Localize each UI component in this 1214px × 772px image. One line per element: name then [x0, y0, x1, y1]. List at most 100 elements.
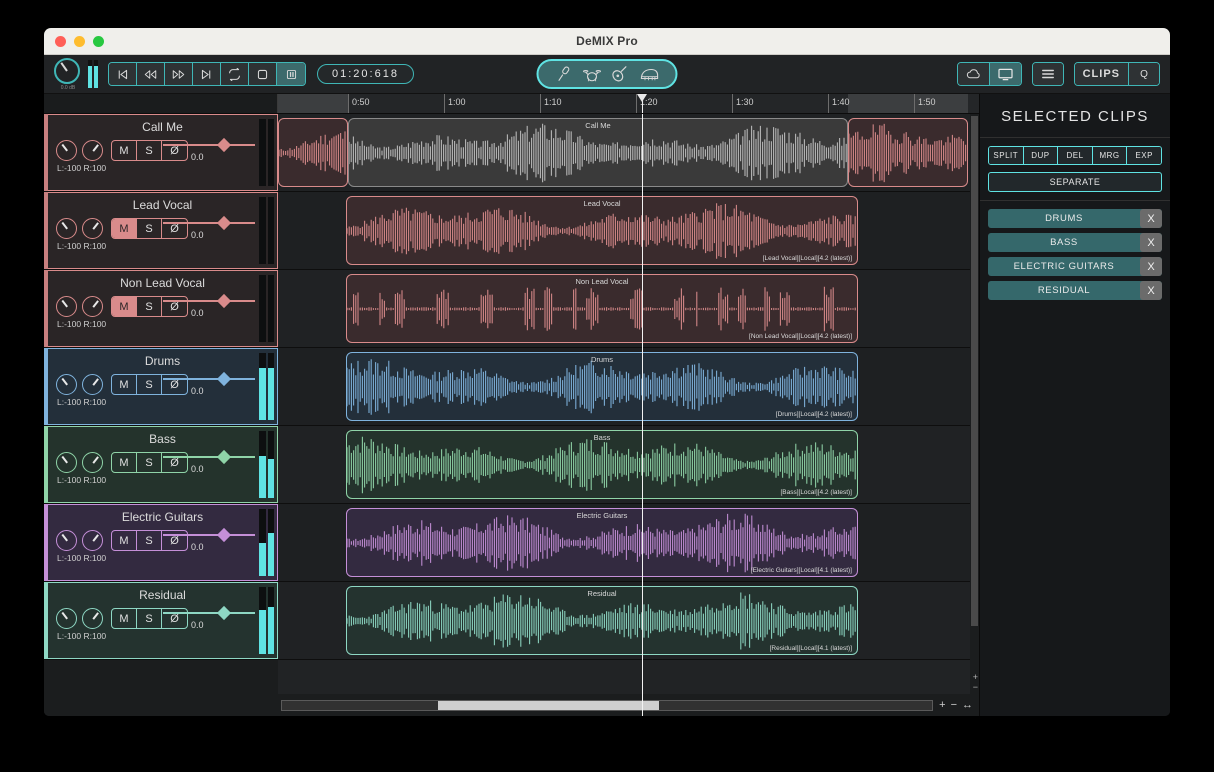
- mute-button[interactable]: M: [112, 609, 137, 628]
- track-header[interactable]: Bass M S Ø L:-100 R:100 0.0: [44, 426, 278, 504]
- track-header[interactable]: Call Me M S Ø L:-100 R:100 0.0: [44, 114, 278, 192]
- pan-right-knob[interactable]: [82, 296, 103, 317]
- pause-button[interactable]: [277, 63, 305, 85]
- solo-button[interactable]: S: [137, 219, 162, 238]
- track-lane[interactable]: Lead Vocal [Lead Vocal][Local][4.2 (lates…: [278, 192, 979, 270]
- mute-solo-phase-group[interactable]: M S Ø: [111, 452, 188, 473]
- minimize-button[interactable]: [74, 35, 85, 47]
- playhead[interactable]: [642, 114, 643, 716]
- master-volume-knob-group[interactable]: 0.0 dB: [54, 57, 82, 91]
- remove-clip-button[interactable]: X: [1140, 281, 1162, 300]
- volume-fader[interactable]: 0.0: [163, 293, 255, 318]
- audio-clip[interactable]: [278, 118, 348, 187]
- track-header[interactable]: Electric Guitars M S Ø L:-100 R:100 0.0: [44, 504, 278, 582]
- pan-left-knob[interactable]: [56, 452, 77, 473]
- clips-button[interactable]: CLIPS: [1074, 63, 1129, 85]
- track-lane[interactable]: Non Lead Vocal [Non Lead Vocal][Local][4.…: [278, 270, 979, 348]
- separate-button[interactable]: SEPARATE: [988, 172, 1162, 192]
- close-button[interactable]: [55, 35, 66, 47]
- track-header[interactable]: Residual M S Ø L:-100 R:100 0.0: [44, 582, 278, 660]
- monitor-button[interactable]: [989, 63, 1021, 85]
- audio-clip[interactable]: [848, 118, 968, 187]
- audio-clip[interactable]: Residual [Residual][Local][4.1 (latest)]: [346, 586, 858, 655]
- audio-clip[interactable]: Lead Vocal [Lead Vocal][Local][4.2 (lates…: [346, 196, 858, 265]
- track-header[interactable]: Lead Vocal M S Ø L:-100 R:100 0.0: [44, 192, 278, 270]
- zoom-controls[interactable]: + − ↔: [933, 699, 979, 711]
- microphone-icon[interactable]: [555, 65, 573, 83]
- rewind-button[interactable]: [137, 63, 165, 85]
- track-lane[interactable]: Residual [Residual][Local][4.1 (latest)]: [278, 582, 979, 660]
- phase-invert-button[interactable]: Ø: [170, 300, 179, 313]
- mute-button[interactable]: M: [112, 453, 137, 472]
- playhead-triangle-icon[interactable]: [637, 94, 647, 102]
- fast-forward-button[interactable]: [165, 63, 193, 85]
- mute-button[interactable]: M: [112, 297, 137, 316]
- transport-buttons[interactable]: [108, 62, 306, 86]
- volume-fader[interactable]: 0.0: [163, 137, 255, 162]
- solo-button[interactable]: S: [137, 141, 162, 160]
- remove-clip-button[interactable]: X: [1140, 209, 1162, 228]
- audio-clip[interactable]: Drums [Drums][Local][4.2 (latest)]: [346, 352, 858, 421]
- zoom-fit-button[interactable]: ↔: [962, 699, 973, 711]
- vertical-zoom-controls[interactable]: + −: [972, 672, 978, 692]
- vertical-scrollbar[interactable]: [970, 114, 979, 694]
- menu-group[interactable]: [1031, 62, 1064, 86]
- drums-icon[interactable]: [583, 65, 602, 83]
- cloud-button[interactable]: [957, 63, 990, 85]
- hamburger-menu-button[interactable]: [1032, 63, 1063, 85]
- mute-solo-phase-group[interactable]: M S Ø: [111, 608, 188, 629]
- phase-invert-button[interactable]: Ø: [170, 144, 179, 157]
- pan-left-knob[interactable]: [56, 608, 77, 629]
- clip-action-split-button[interactable]: SPLIT: [989, 147, 1024, 164]
- zoom-out-button[interactable]: −: [950, 699, 957, 711]
- track-header[interactable]: Non Lead Vocal M S Ø L:-100 R:100 0.0: [44, 270, 278, 348]
- solo-button[interactable]: S: [137, 297, 162, 316]
- phase-invert-button[interactable]: Ø: [170, 222, 179, 235]
- clip-action-del-button[interactable]: DEL: [1058, 147, 1093, 164]
- remove-clip-button[interactable]: X: [1140, 257, 1162, 276]
- q-button[interactable]: Q: [1129, 63, 1159, 85]
- track-lane[interactable]: Electric Guitars [Electric Guitars][Local…: [278, 504, 979, 582]
- audio-clip[interactable]: Call Me: [348, 118, 848, 187]
- horizontal-scrollbar[interactable]: [281, 699, 934, 711]
- go-to-end-button[interactable]: [193, 63, 221, 85]
- solo-button[interactable]: S: [137, 531, 162, 550]
- audio-clip[interactable]: Electric Guitars [Electric Guitars][Local…: [346, 508, 858, 577]
- mute-solo-phase-group[interactable]: M S Ø: [111, 140, 188, 161]
- solo-button[interactable]: S: [137, 375, 162, 394]
- pan-right-knob[interactable]: [82, 218, 103, 239]
- clip-action-dup-button[interactable]: DUP: [1023, 147, 1059, 164]
- mute-button[interactable]: M: [112, 375, 137, 394]
- guitar-icon[interactable]: [612, 65, 630, 83]
- pan-left-knob[interactable]: [56, 218, 77, 239]
- selected-clip-item[interactable]: DRUMS X: [988, 209, 1162, 228]
- pan-right-knob[interactable]: [82, 374, 103, 395]
- track-lane[interactable]: Bass [Bass][Local][4.2 (latest)]: [278, 426, 979, 504]
- mute-solo-phase-group[interactable]: M S Ø: [111, 218, 188, 239]
- clip-action-mrg-button[interactable]: MRG: [1092, 147, 1128, 164]
- view-mode-group[interactable]: [956, 62, 1022, 86]
- solo-button[interactable]: S: [137, 609, 162, 628]
- pan-right-knob[interactable]: [82, 608, 103, 629]
- pan-right-knob[interactable]: [82, 530, 103, 551]
- mute-button[interactable]: M: [112, 531, 137, 550]
- mute-button[interactable]: M: [112, 141, 137, 160]
- window-controls[interactable]: [44, 35, 104, 47]
- phase-invert-button[interactable]: Ø: [170, 534, 179, 547]
- pan-left-knob[interactable]: [56, 374, 77, 395]
- playhead-ruler-marker[interactable]: [637, 94, 647, 113]
- mute-solo-phase-group[interactable]: M S Ø: [111, 296, 188, 317]
- timeline-ruler[interactable]: 0:50 1:00 1:10 1:20 1:30 1:40 1:50: [44, 94, 979, 114]
- mute-button[interactable]: M: [112, 219, 137, 238]
- ruler-ticks[interactable]: 0:50 1:00 1:10 1:20 1:30 1:40 1:50: [278, 94, 979, 113]
- track-header[interactable]: Drums M S Ø L:-100 R:100 0.0: [44, 348, 278, 426]
- instrument-selector[interactable]: [536, 59, 678, 89]
- loop-button[interactable]: [221, 63, 249, 85]
- selected-clip-item[interactable]: RESIDUAL X: [988, 281, 1162, 300]
- time-display[interactable]: 01:20:618: [317, 64, 414, 84]
- zoom-in-button[interactable]: +: [939, 699, 946, 711]
- pan-left-knob[interactable]: [56, 140, 77, 161]
- phase-invert-button[interactable]: Ø: [170, 378, 179, 391]
- track-lane[interactable]: Call Me: [278, 114, 979, 192]
- piano-icon[interactable]: [640, 65, 660, 83]
